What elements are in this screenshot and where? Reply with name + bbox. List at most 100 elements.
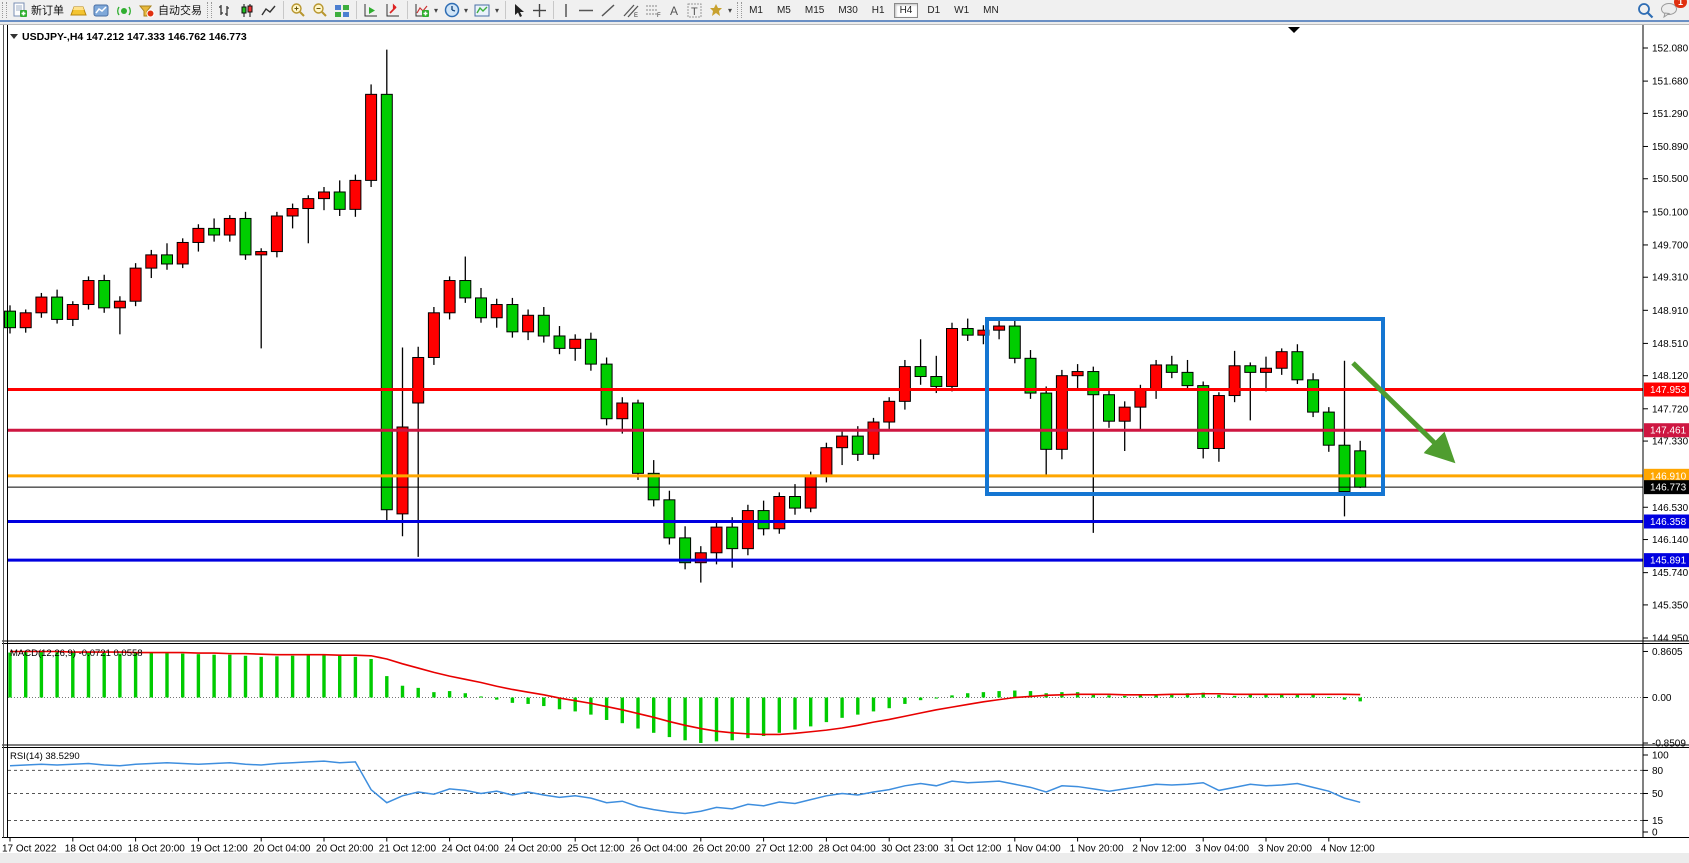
candle-body bbox=[600, 363, 613, 420]
macd-histogram-bar bbox=[1123, 695, 1127, 698]
macd-histogram-bar bbox=[228, 654, 232, 698]
periods-button[interactable]: ▾ bbox=[441, 0, 471, 20]
macd-histogram-bar bbox=[699, 697, 703, 743]
macd-histogram-bar bbox=[761, 697, 766, 737]
chat-button[interactable]: 1 bbox=[1657, 0, 1687, 20]
timeframe-button-h4[interactable]: H4 bbox=[893, 2, 919, 18]
crosshair-button[interactable] bbox=[529, 0, 550, 20]
annotation-rectangle[interactable] bbox=[985, 317, 1385, 496]
horizontal-line-tool-button[interactable] bbox=[575, 0, 597, 20]
candle-body bbox=[176, 241, 189, 265]
timeframe-button-h1[interactable]: H1 bbox=[871, 4, 885, 16]
signals-button[interactable] bbox=[113, 0, 135, 20]
symbol-dropdown-icon[interactable] bbox=[10, 34, 18, 39]
candle-body bbox=[1134, 389, 1147, 408]
candle-body bbox=[475, 297, 487, 319]
candlestick-chart-button[interactable] bbox=[236, 0, 258, 20]
macd-axis-label: 0.00 bbox=[1652, 693, 1672, 704]
candle-body bbox=[82, 280, 95, 306]
timeframe-button-m15[interactable]: M15 bbox=[804, 4, 825, 16]
macd-histogram-bar bbox=[1264, 694, 1268, 698]
gold-ingot-button[interactable] bbox=[67, 0, 90, 20]
price-axis-label: 145.740 bbox=[1652, 568, 1689, 579]
chart-window-button[interactable] bbox=[90, 0, 113, 20]
line-chart-button[interactable] bbox=[258, 0, 280, 20]
toolbar-grip[interactable] bbox=[737, 2, 743, 18]
macd-histogram-bar bbox=[683, 697, 687, 741]
candle-body bbox=[1228, 365, 1241, 397]
timeframe-button-m1[interactable]: M1 bbox=[749, 4, 763, 16]
zoom-in-button[interactable] bbox=[287, 0, 309, 20]
indicators-dropdown-caret: ▾ bbox=[434, 5, 439, 15]
candle-body bbox=[616, 402, 629, 420]
timeframe-button-mn[interactable]: MN bbox=[983, 4, 999, 16]
text-label-tool-button[interactable]: T bbox=[684, 0, 706, 20]
candle-body bbox=[569, 338, 582, 349]
macd-histogram-bar bbox=[997, 691, 1001, 698]
fibonacci-tool-button[interactable]: F bbox=[642, 0, 665, 20]
price-axis-label: 150.500 bbox=[1652, 174, 1689, 185]
price-axis-label: 145.350 bbox=[1652, 600, 1689, 611]
timeframe-button-w1[interactable]: W1 bbox=[954, 4, 970, 16]
autotrade-button[interactable]: 自动交易 bbox=[135, 0, 205, 20]
candle-body bbox=[584, 338, 597, 365]
main-toolbar: 新订单 自动交易 bbox=[0, 0, 1689, 22]
arrows-dropdown-caret: ▾ bbox=[728, 5, 733, 15]
macd-histogram-bar bbox=[950, 695, 954, 698]
toolbar-grip[interactable] bbox=[207, 2, 212, 18]
timeframe-button-m30[interactable]: M30 bbox=[838, 4, 858, 16]
macd-histogram-bar bbox=[1154, 694, 1158, 698]
macd-histogram-bar bbox=[290, 655, 295, 698]
macd-histogram-bar bbox=[730, 697, 734, 741]
macd-histogram-bar bbox=[1170, 693, 1174, 698]
rsi-axis-label: 50 bbox=[1652, 789, 1664, 800]
cursor-button[interactable] bbox=[509, 0, 529, 20]
search-button[interactable] bbox=[1634, 0, 1657, 20]
templates-button[interactable]: ▾ bbox=[471, 0, 502, 20]
timeframe-group: M1 M5 M15 M30 H1 H4 D1 W1 MN bbox=[744, 2, 1004, 18]
macd-histogram-bar bbox=[8, 652, 12, 698]
bar-chart-button[interactable] bbox=[214, 0, 236, 20]
candle-body bbox=[270, 215, 283, 253]
macd-histogram-bar bbox=[259, 656, 263, 698]
timeframe-button-d1[interactable]: D1 bbox=[927, 4, 941, 16]
time-axis-label: 31 Oct 12:00 bbox=[944, 844, 1002, 855]
toolbar-grip[interactable] bbox=[2, 2, 7, 18]
timeframe-button-m5[interactable]: M5 bbox=[776, 4, 791, 16]
macd-histogram-bar bbox=[746, 697, 750, 739]
price-line-badge bbox=[1644, 514, 1689, 529]
macd-histogram-bar bbox=[133, 653, 138, 698]
macd-histogram-bar bbox=[1280, 694, 1284, 698]
vertical-line-tool-button[interactable] bbox=[557, 0, 575, 20]
channel-tool-button[interactable]: E bbox=[619, 0, 642, 20]
zoom-out-button[interactable] bbox=[309, 0, 331, 20]
candle-body bbox=[851, 435, 864, 455]
time-axis-label: 18 Oct 20:00 bbox=[128, 844, 186, 855]
annotation-arrow[interactable] bbox=[1351, 361, 1456, 464]
candle-body bbox=[427, 312, 440, 358]
candle-body bbox=[961, 328, 974, 336]
chart-canvas[interactable]: 152.080 151.680 151.290 150.890 150.500 150.1… bbox=[0, 24, 1689, 863]
trendline-tool-button[interactable] bbox=[597, 0, 619, 20]
candle-body bbox=[333, 191, 346, 210]
chart-shift-marker[interactable] bbox=[1288, 27, 1300, 33]
auto-scroll-button[interactable] bbox=[360, 0, 382, 20]
candle-body bbox=[286, 208, 299, 217]
macd-histogram-bar bbox=[1217, 694, 1221, 698]
time-axis-label: 28 Oct 04:00 bbox=[818, 844, 876, 855]
chart-window-icon bbox=[93, 3, 110, 18]
macd-histogram-bar bbox=[196, 654, 201, 698]
chart-shift-button[interactable] bbox=[382, 0, 404, 20]
candle-body bbox=[1260, 367, 1272, 373]
tile-windows-button[interactable] bbox=[331, 0, 353, 20]
candle-body bbox=[443, 280, 456, 314]
indicators-button[interactable]: ▾ bbox=[411, 0, 441, 20]
new-order-button[interactable]: 新订单 bbox=[9, 0, 67, 20]
text-tool-button[interactable]: A bbox=[665, 0, 684, 20]
candle-body bbox=[993, 325, 1006, 331]
candle-body bbox=[161, 254, 173, 265]
macd-axis-label: -0.8509 bbox=[1652, 739, 1686, 750]
arrows-tool-button[interactable]: ▾ bbox=[706, 0, 735, 20]
macd-histogram-bar bbox=[793, 697, 797, 730]
macd-histogram-bar bbox=[573, 697, 577, 712]
